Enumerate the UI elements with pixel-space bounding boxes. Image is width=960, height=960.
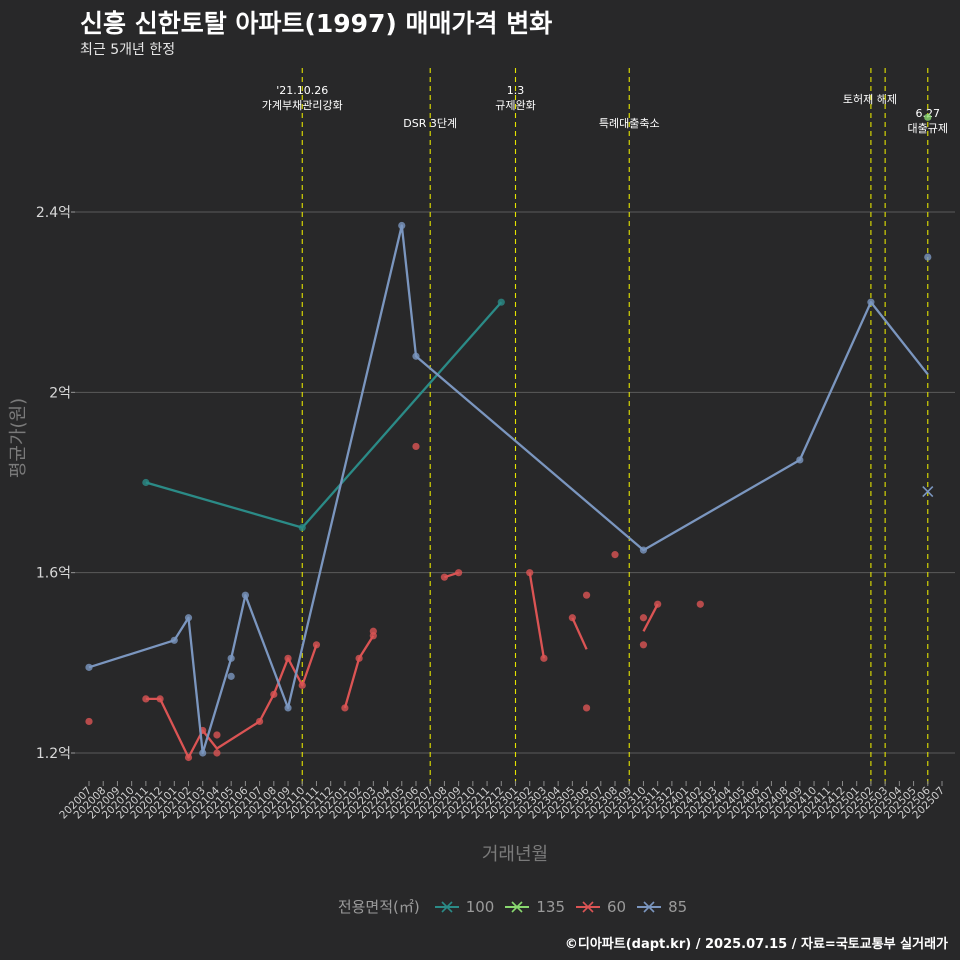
- data-point-60: [526, 569, 534, 577]
- event-label: 규제완화: [495, 99, 535, 112]
- data-point-60: [455, 569, 463, 577]
- data-point-60: [582, 704, 591, 712]
- event-label: '21.10.26: [276, 84, 328, 97]
- legend-item-85: 85: [636, 898, 687, 916]
- data-point-85: [170, 636, 178, 644]
- data-marker-85: [922, 485, 934, 498]
- data-point-85: [867, 298, 875, 306]
- series-line-60: [642, 603, 659, 632]
- series-line-60: [343, 635, 375, 709]
- data-point-60: [284, 654, 292, 662]
- legend-key-85: [637, 900, 662, 913]
- data-point-85: [85, 663, 93, 671]
- data-point-60: [639, 614, 648, 622]
- data-point-85: [924, 253, 932, 261]
- data-point-60: [256, 717, 264, 726]
- data-point-60: [639, 641, 648, 649]
- data-point-60: [654, 600, 662, 608]
- legend-item-100: 100: [434, 897, 495, 916]
- data-point-60: [184, 753, 193, 762]
- data-point-85: [639, 546, 648, 554]
- data-point-60: [142, 695, 150, 703]
- source-caption: ©디아파트(dapt.kr) / 2025.07.15 / 자료=국토교통부 실…: [564, 937, 948, 952]
- data-point-60: [270, 690, 278, 698]
- event-label: 가계부채관리강화: [262, 99, 343, 112]
- x-axis-title: 거래년월: [482, 844, 548, 865]
- legend-title: 전용면적(㎡): [337, 898, 420, 916]
- data-point-60: [369, 627, 377, 635]
- data-point-60: [213, 749, 221, 757]
- data-point-85: [241, 591, 249, 599]
- y-tick-label: 1.2억: [36, 746, 71, 762]
- data-point-60: [85, 717, 93, 726]
- data-point-100: [298, 523, 306, 532]
- data-point-85: [227, 672, 235, 680]
- data-point-85: [199, 749, 207, 757]
- event-label: 1.3: [507, 84, 525, 97]
- data-point-135: [924, 113, 932, 121]
- event-label: 특례대출축소: [599, 117, 660, 130]
- series-line-60: [571, 617, 588, 650]
- legend-item-60: 60: [575, 898, 626, 916]
- y-axis-title: 평균가(원): [8, 398, 29, 478]
- event-label: 토허제 해제: [843, 92, 897, 106]
- axis-layer: 1.2억1.6억2억2.4억20200720200820200920201020…: [36, 205, 947, 821]
- data-point-85: [284, 704, 292, 712]
- legend-key-135: [505, 900, 530, 913]
- legend-label-135: 135: [536, 897, 565, 916]
- event-label: 대출규제: [908, 122, 948, 135]
- data-point-85: [796, 456, 804, 464]
- legend-key-100: [434, 900, 459, 913]
- data-point-60: [312, 641, 321, 649]
- data-point-60: [611, 551, 619, 559]
- chart-title: 신흥 신한토탈 아파트(1997) 매매가격 변화: [80, 9, 553, 38]
- data-point-60: [696, 600, 704, 608]
- data-point-60: [355, 654, 363, 662]
- data-point-100: [497, 298, 505, 306]
- data-point-85: [184, 614, 193, 622]
- data-point-60: [156, 695, 164, 703]
- legend-item-135: 135: [504, 898, 565, 916]
- y-tick-label: 2.4억: [36, 205, 71, 221]
- series-line-85: [88, 224, 929, 755]
- data-point-85: [412, 352, 420, 360]
- data-point-60: [412, 442, 420, 451]
- y-tick-label: 1.6억: [36, 566, 71, 582]
- data-point-60: [582, 591, 591, 599]
- legend-label-60: 60: [607, 897, 627, 916]
- series-layer: [85, 113, 934, 762]
- data-point-85: [398, 221, 406, 230]
- data-point-60: [213, 731, 221, 739]
- data-point-60: [298, 681, 306, 689]
- series-line-60: [528, 572, 546, 659]
- data-point-60: [440, 573, 449, 581]
- data-point-60: [568, 614, 576, 622]
- series-line-100: [145, 301, 503, 529]
- data-point-60: [540, 654, 548, 662]
- chart-legend: 전용면적(㎡) 100 135 60 85: [0, 896, 960, 917]
- series-line-60: [145, 644, 318, 759]
- event-label: DSR 3단계: [403, 117, 457, 130]
- chart-subtitle: 최근 5개년 한정: [80, 42, 176, 58]
- legend-label-100: 100: [465, 897, 495, 916]
- event-label: 6.27: [916, 107, 941, 120]
- legend-label-85: 85: [668, 897, 688, 916]
- data-point-100: [142, 478, 150, 487]
- data-point-85: [227, 654, 235, 662]
- data-point-60: [341, 704, 349, 712]
- y-tick-label: 2억: [49, 385, 71, 401]
- legend-key-60: [576, 900, 600, 913]
